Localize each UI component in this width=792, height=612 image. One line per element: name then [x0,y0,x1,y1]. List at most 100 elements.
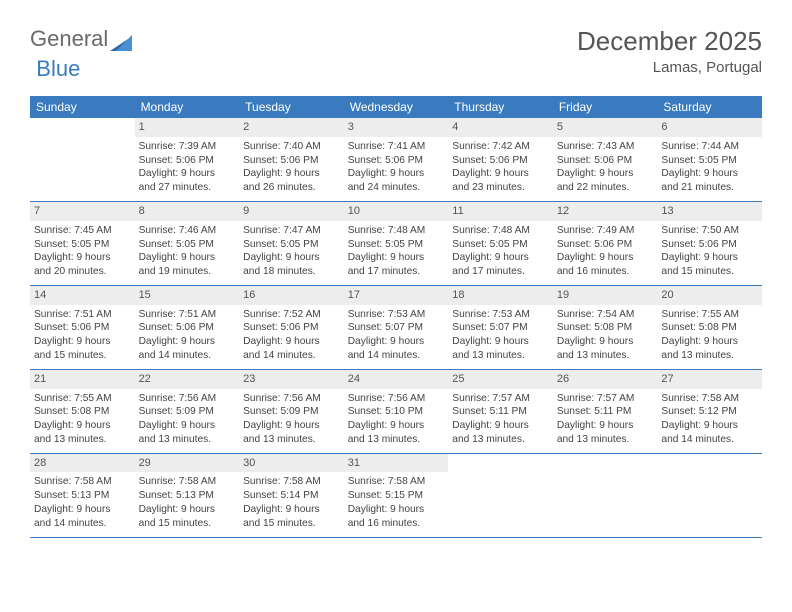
date-number: 17 [344,286,449,305]
sun-info-line: and 19 minutes. [139,265,236,279]
sun-info-line: Sunset: 5:05 PM [452,238,549,252]
calendar-cell: 21Sunrise: 7:55 AMSunset: 5:08 PMDayligh… [30,370,135,453]
sun-info-line: Sunrise: 7:58 AM [243,475,340,489]
sun-info-line: and 14 minutes. [243,349,340,363]
date-number: 2 [239,118,344,137]
location-label: Lamas, Portugal [577,59,762,76]
date-number: 29 [135,454,240,473]
date-number: 12 [553,202,658,221]
sun-info-line: Sunset: 5:09 PM [243,405,340,419]
calendar-page: General December 2025 Lamas, Portugal Ge… [0,0,792,558]
calendar-cell: 28Sunrise: 7:58 AMSunset: 5:13 PMDayligh… [30,454,135,537]
sun-info-line: Sunrise: 7:56 AM [348,392,445,406]
sun-info-line: Sunrise: 7:55 AM [661,308,758,322]
sun-info-line: Daylight: 9 hours [243,167,340,181]
sun-info-line: Sunset: 5:07 PM [452,321,549,335]
sun-info-line: Sunrise: 7:53 AM [452,308,549,322]
sun-info-line: Daylight: 9 hours [348,503,445,517]
month-title: December 2025 [577,26,762,57]
calendar-cell: 5Sunrise: 7:43 AMSunset: 5:06 PMDaylight… [553,118,658,201]
date-number: 14 [30,286,135,305]
sun-info-line: and 13 minutes. [557,349,654,363]
date-number: 16 [239,286,344,305]
calendar-cell: 19Sunrise: 7:54 AMSunset: 5:08 PMDayligh… [553,286,658,369]
dayname-row: Sunday Monday Tuesday Wednesday Thursday… [30,96,762,118]
calendar-cell: 24Sunrise: 7:56 AMSunset: 5:10 PMDayligh… [344,370,449,453]
calendar-cell: 29Sunrise: 7:58 AMSunset: 5:13 PMDayligh… [135,454,240,537]
calendar-cell: 30Sunrise: 7:58 AMSunset: 5:14 PMDayligh… [239,454,344,537]
date-number: 18 [448,286,553,305]
sun-info-line: Sunrise: 7:40 AM [243,140,340,154]
sun-info-line: and 17 minutes. [348,265,445,279]
sun-info-line: Sunset: 5:06 PM [34,321,131,335]
sun-info-line: Sunset: 5:11 PM [452,405,549,419]
dayname: Tuesday [239,96,344,118]
sun-info-line: Sunset: 5:09 PM [139,405,236,419]
calendar-cell [553,454,658,537]
sun-info-line: Daylight: 9 hours [661,419,758,433]
sun-info-line: Sunrise: 7:58 AM [661,392,758,406]
sun-info-line: Daylight: 9 hours [452,419,549,433]
sun-info-line: Sunrise: 7:41 AM [348,140,445,154]
sun-info-line: Sunrise: 7:53 AM [348,308,445,322]
weeks-container: 1Sunrise: 7:39 AMSunset: 5:06 PMDaylight… [30,118,762,538]
calendar-cell [657,454,762,537]
calendar-cell: 13Sunrise: 7:50 AMSunset: 5:06 PMDayligh… [657,202,762,285]
sun-info-line: Sunrise: 7:48 AM [452,224,549,238]
sun-info-line: Daylight: 9 hours [661,167,758,181]
logo-text-2: Blue [36,56,80,82]
date-number: 5 [553,118,658,137]
sun-info-line: Daylight: 9 hours [452,335,549,349]
sun-info-line: Sunset: 5:06 PM [661,238,758,252]
calendar-cell: 22Sunrise: 7:56 AMSunset: 5:09 PMDayligh… [135,370,240,453]
calendar-week: 7Sunrise: 7:45 AMSunset: 5:05 PMDaylight… [30,202,762,286]
sun-info-line: Sunset: 5:13 PM [34,489,131,503]
sun-info-line: Sunrise: 7:56 AM [139,392,236,406]
sun-info-line: and 15 minutes. [139,517,236,531]
calendar-grid: Sunday Monday Tuesday Wednesday Thursday… [30,96,762,538]
calendar-cell: 23Sunrise: 7:56 AMSunset: 5:09 PMDayligh… [239,370,344,453]
sun-info-line: Sunrise: 7:49 AM [557,224,654,238]
date-number: 21 [30,370,135,389]
date-number: 13 [657,202,762,221]
sun-info-line: Sunrise: 7:39 AM [139,140,236,154]
date-number: 22 [135,370,240,389]
sun-info-line: and 14 minutes. [139,349,236,363]
sun-info-line: and 22 minutes. [557,181,654,195]
sun-info-line: Daylight: 9 hours [452,167,549,181]
sun-info-line: Sunset: 5:11 PM [557,405,654,419]
sun-info-line: and 15 minutes. [243,517,340,531]
sun-info-line: Sunset: 5:06 PM [348,154,445,168]
calendar-cell: 25Sunrise: 7:57 AMSunset: 5:11 PMDayligh… [448,370,553,453]
calendar-cell: 14Sunrise: 7:51 AMSunset: 5:06 PMDayligh… [30,286,135,369]
sun-info-line: Daylight: 9 hours [139,335,236,349]
sun-info-line: Sunrise: 7:50 AM [661,224,758,238]
sun-info-line: Sunset: 5:05 PM [243,238,340,252]
dayname: Wednesday [344,96,449,118]
calendar-cell: 15Sunrise: 7:51 AMSunset: 5:06 PMDayligh… [135,286,240,369]
sun-info-line: Daylight: 9 hours [139,251,236,265]
sun-info-line: and 14 minutes. [661,433,758,447]
sun-info-line: and 13 minutes. [139,433,236,447]
sun-info-line: Sunset: 5:06 PM [139,321,236,335]
sun-info-line: Sunrise: 7:58 AM [348,475,445,489]
date-number: 31 [344,454,449,473]
sun-info-line: and 26 minutes. [243,181,340,195]
calendar-cell: 1Sunrise: 7:39 AMSunset: 5:06 PMDaylight… [135,118,240,201]
calendar-cell: 31 Sunrise: 7:58 AMSunset: 5:15 PMDayligh… [344,454,449,537]
sun-info-line: Sunset: 5:15 PM [348,489,445,503]
sun-info-line: and 13 minutes. [34,433,131,447]
sun-info-line: and 13 minutes. [452,349,549,363]
sun-info-line: Sunset: 5:05 PM [661,154,758,168]
sun-info-line: Sunrise: 7:44 AM [661,140,758,154]
sun-info-line: Daylight: 9 hours [243,419,340,433]
sun-info-line: and 17 minutes. [452,265,549,279]
sun-info-line: Daylight: 9 hours [34,419,131,433]
date-number: 4 [448,118,553,137]
date-number: 10 [344,202,449,221]
calendar-week: 21Sunrise: 7:55 AMSunset: 5:08 PMDayligh… [30,370,762,454]
date-number: 30 [239,454,344,473]
date-number: 6 [657,118,762,137]
sun-info-line: Sunrise: 7:45 AM [34,224,131,238]
date-number: 1 [135,118,240,137]
